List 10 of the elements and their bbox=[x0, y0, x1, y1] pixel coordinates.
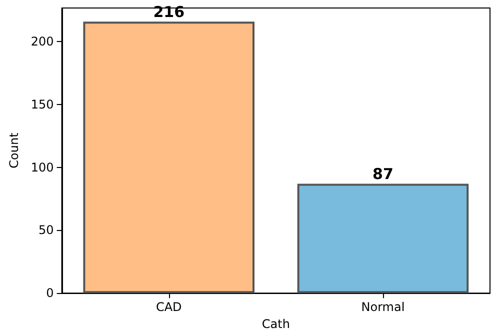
x-tick-label: CAD bbox=[156, 300, 182, 314]
y-axis-title: Count bbox=[7, 132, 21, 168]
y-tick-label: 50 bbox=[38, 223, 54, 238]
y-tick-label: 150 bbox=[30, 98, 54, 112]
y-tick-label: 0 bbox=[46, 286, 54, 300]
y-tick-label: 100 bbox=[30, 160, 54, 174]
y-tick-label: 200 bbox=[30, 34, 54, 49]
data-label: 87 bbox=[372, 165, 394, 184]
x-tick-label: Normal bbox=[361, 300, 405, 314]
x-axis-title: Cath bbox=[262, 317, 290, 331]
